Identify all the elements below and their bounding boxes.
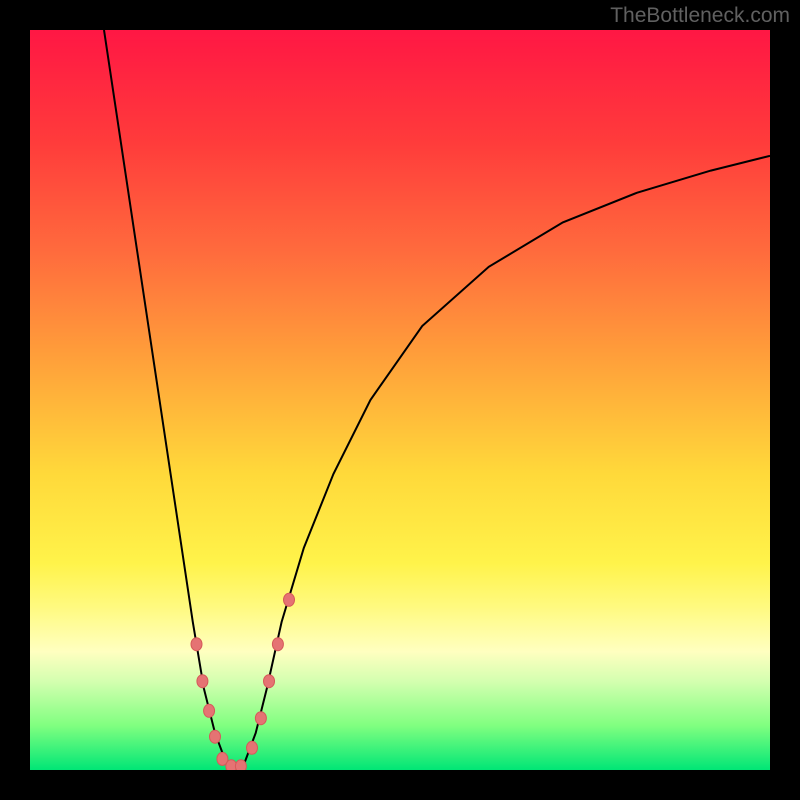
data-marker <box>235 760 246 770</box>
bottleneck-chart <box>30 30 770 770</box>
data-marker <box>247 741 258 754</box>
chart-svg <box>30 30 770 770</box>
watermark-text: TheBottleneck.com <box>610 4 790 28</box>
data-marker <box>197 675 208 688</box>
data-marker <box>264 675 275 688</box>
data-marker <box>191 638 202 651</box>
data-marker <box>210 730 221 743</box>
chart-background <box>30 30 770 770</box>
data-marker <box>255 712 266 725</box>
data-marker <box>284 593 295 606</box>
data-marker <box>204 704 215 717</box>
data-marker <box>272 638 283 651</box>
